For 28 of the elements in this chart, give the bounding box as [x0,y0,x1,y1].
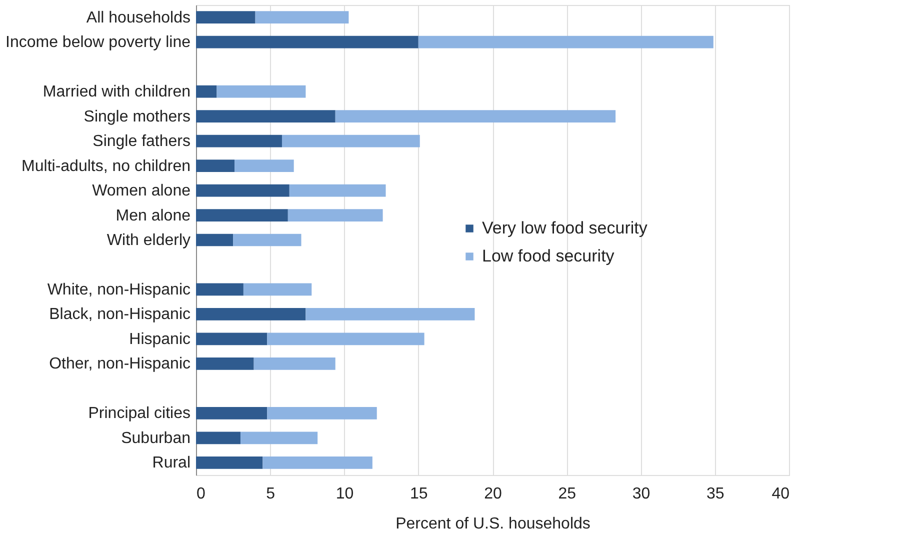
y-tick-label: Married with children [42,84,190,101]
x-tick-label: 35 [706,486,724,502]
y-tick-label: All households [86,9,190,26]
y-tick-label: White, non-Hispanic [47,281,190,298]
x-axis-title: Percent of U.S. households [396,516,590,532]
y-tick-label: Black, non-Hispanic [49,306,190,324]
x-tick-label: 10 [336,486,354,502]
y-tick-label: Other, non-Hispanic [49,356,190,373]
y-tick-label: Single fathers [92,133,190,150]
y-tick-label: Income below poverty line [6,34,191,52]
x-tick-label: 5 [266,486,276,502]
legend-label: Very low food security [482,218,648,238]
x-tick-label: 25 [558,486,576,502]
y-tick-label: Women alone [92,182,191,200]
y-tick-label: Principal cities [88,405,190,422]
y-tick-label: Hispanic [129,330,190,348]
y-tick-label: Multi-adults, no children [22,158,190,175]
x-tick-label: 20 [484,486,502,502]
x-tick-label: 0 [196,486,206,502]
legend-label: Low food security [482,246,615,266]
y-tick-label: Men alone [116,207,191,224]
x-tick-label: 40 [772,486,790,502]
y-tick-label: Suburban [121,430,190,447]
x-tick-label: 15 [410,486,428,502]
x-tick-label: 30 [632,486,650,502]
y-tick-label: With elderly [106,232,190,249]
y-tick-label: Single mothers [84,108,190,126]
y-tick-label: Rural [152,454,190,472]
